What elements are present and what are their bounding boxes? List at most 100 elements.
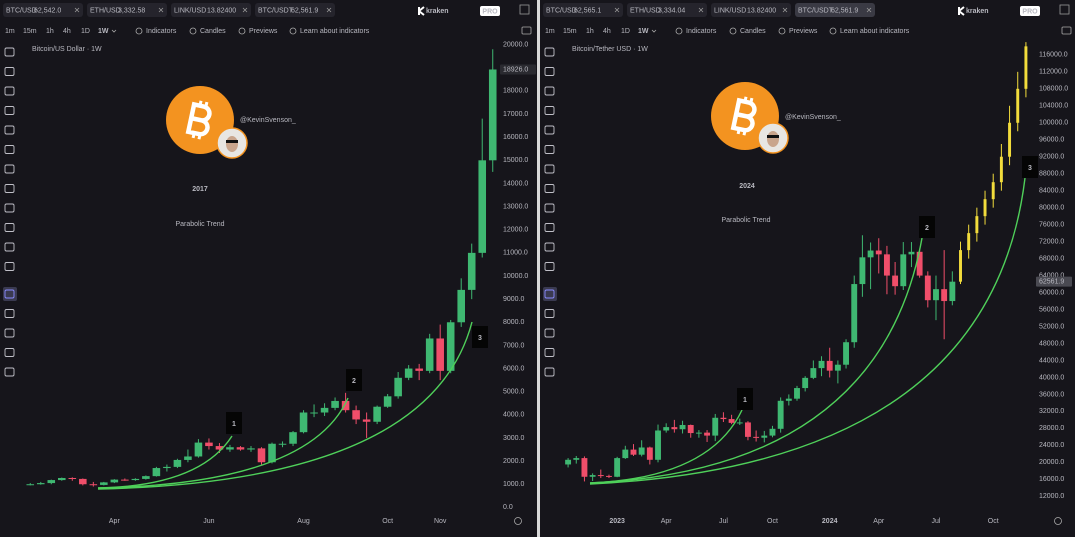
marker-label: 2 <box>925 225 929 232</box>
tab-price: 62,561.9 <box>291 7 318 14</box>
y-tick-label: 32000.0 <box>1039 408 1064 415</box>
tool-icon <box>4 184 15 193</box>
y-tick-label: 112000.0 <box>1039 69 1068 76</box>
x-tick-label: Jul <box>719 518 728 525</box>
candle-body <box>565 459 572 465</box>
tool-icon <box>544 309 555 318</box>
candle-body <box>341 400 350 411</box>
toolbar-item[interactable]: Learn about indicators <box>300 28 370 35</box>
tool-icon <box>4 242 15 252</box>
interval[interactable]: 15m <box>563 28 577 35</box>
overlay-subtitle: Parabolic Trend <box>721 217 770 224</box>
candle-body <box>959 250 962 282</box>
y-tick-label: 28000.0 <box>1039 425 1064 432</box>
tool-icon <box>4 86 15 96</box>
y-tick-label: 72000.0 <box>1039 238 1064 245</box>
last-price-label: 18926.0 <box>503 66 528 73</box>
last-price-label: 62561.9 <box>1039 279 1064 286</box>
interval[interactable]: 1W <box>638 28 649 35</box>
toolbar-item[interactable]: Indicators <box>146 28 177 35</box>
y-tick-label: 56000.0 <box>1039 306 1064 313</box>
candle-body <box>745 422 751 437</box>
tab[interactable] <box>543 3 623 17</box>
y-tick-label: 52000.0 <box>1039 323 1064 330</box>
candle-body <box>655 430 661 460</box>
interval[interactable]: 1W <box>98 28 109 35</box>
tool-icon <box>4 223 15 232</box>
interval[interactable]: 1D <box>81 28 90 35</box>
candle-body <box>663 427 670 431</box>
candle-body <box>843 342 849 365</box>
toolbar-item[interactable]: Previews <box>249 28 278 35</box>
candle-body <box>310 412 318 414</box>
candle-body <box>173 459 182 467</box>
toolbar-item[interactable]: Previews <box>789 28 818 35</box>
candle-body <box>753 436 760 438</box>
interval[interactable]: 1m <box>5 28 15 35</box>
tab[interactable] <box>171 3 251 17</box>
interval[interactable]: 4h <box>603 28 611 35</box>
y-tick-label: 3000.0 <box>503 435 525 442</box>
toolbar-item[interactable]: Candles <box>200 28 226 35</box>
interval[interactable]: 1h <box>586 28 594 35</box>
tool-icon <box>544 262 555 271</box>
candle-body <box>404 368 413 378</box>
y-tick-label: 88000.0 <box>1039 171 1064 178</box>
y-tick-label: 20000.0 <box>503 41 528 48</box>
marker-box <box>737 388 753 410</box>
tool-icon <box>544 125 555 135</box>
toolbar-item[interactable]: Indicators <box>686 28 717 35</box>
candle-body <box>1024 46 1028 89</box>
tool-icon <box>4 125 15 135</box>
candle-body <box>110 479 119 483</box>
toolbar-icon <box>675 27 683 35</box>
tool-icon <box>544 184 555 193</box>
candle-body <box>933 289 939 301</box>
y-tick-label: 14000.0 <box>503 180 528 187</box>
toolbar-icon <box>729 27 737 35</box>
logo-mark <box>958 6 965 16</box>
tab-symbol: ETH/USD <box>630 7 661 14</box>
candle-body <box>949 281 956 302</box>
candle-body <box>226 447 234 450</box>
toolbar-item[interactable]: Candles <box>740 28 766 35</box>
tool-icon <box>544 106 555 115</box>
candle-body <box>236 447 245 450</box>
tool-icon <box>4 289 15 299</box>
tab[interactable] <box>795 3 875 17</box>
toolbar-icon <box>135 27 143 35</box>
interval[interactable]: 1m <box>545 28 555 35</box>
interval[interactable]: 4h <box>63 28 71 35</box>
y-tick-label: 4000.0 <box>503 412 525 419</box>
toolbar-item[interactable]: Learn about indicators <box>840 28 910 35</box>
logo-badge: PRO <box>1022 8 1038 15</box>
tool-icon <box>544 223 555 232</box>
candle-body <box>488 69 497 161</box>
y-tick-label: 0.0 <box>503 504 513 511</box>
candle-body <box>704 432 711 436</box>
settings-icon <box>1054 517 1062 525</box>
marker-label: 1 <box>743 397 747 404</box>
y-tick-label: 80000.0 <box>1039 205 1064 212</box>
marker-box <box>472 326 488 348</box>
candle-body <box>999 156 1003 183</box>
logo-badge-box <box>480 6 500 16</box>
x-tick-label: Apr <box>661 518 673 525</box>
interval[interactable]: 15m <box>23 28 37 35</box>
tab-close-icon <box>326 7 332 13</box>
candle-body <box>478 160 487 253</box>
tab[interactable] <box>255 3 335 17</box>
tab[interactable] <box>3 3 83 17</box>
interval[interactable]: 1D <box>621 28 630 35</box>
candle-body <box>152 468 161 477</box>
candle-body <box>810 368 817 378</box>
tab[interactable] <box>711 3 791 17</box>
tab[interactable] <box>87 3 167 17</box>
tool-icon <box>544 86 555 96</box>
interval[interactable]: 1h <box>46 28 54 35</box>
tool-icon <box>544 367 555 377</box>
tab-symbol: LINK/USD <box>174 7 206 14</box>
tab[interactable] <box>627 3 707 17</box>
candle-body <box>908 251 915 255</box>
candle-body <box>362 419 371 422</box>
